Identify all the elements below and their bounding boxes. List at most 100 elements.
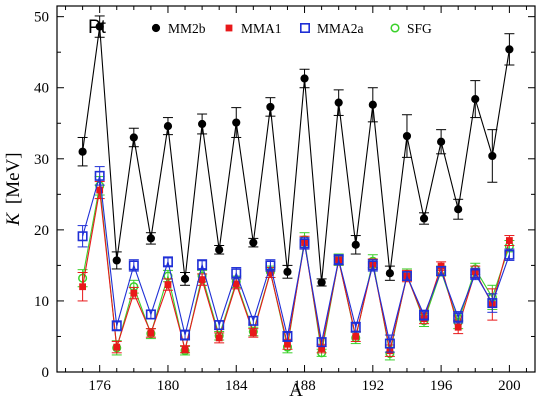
- data-point-mma2a: [436, 266, 447, 277]
- legend-item-mm2b: MM2b: [151, 21, 206, 36]
- data-point-mm2b: [334, 98, 343, 107]
- data-point-mma2a: [180, 330, 191, 341]
- data-point-mm2b: [283, 267, 292, 276]
- plot-frame: [56, 5, 536, 373]
- data-point-mma2a: [162, 256, 173, 267]
- legend-item-sfg: SFG: [390, 21, 432, 36]
- x-tick-label: 176: [88, 378, 111, 394]
- data-point-mma1: [164, 281, 172, 288]
- data-point-mm2b: [95, 22, 104, 31]
- data-point-mma1: [232, 280, 240, 288]
- data-point-mm2b: [437, 137, 446, 146]
- data-point-mm2b: [198, 119, 207, 129]
- data-point-mma2a: [214, 320, 225, 331]
- data-point-mma1: [352, 333, 360, 340]
- data-point-mma2a: [231, 268, 242, 279]
- series-sfg: [77, 176, 515, 361]
- element-label: Pt: [88, 17, 107, 38]
- data-point-mm2b: [180, 274, 190, 284]
- data-point-mma1: [79, 283, 87, 291]
- y-axis-label: K [MeV]: [3, 152, 24, 226]
- data-point-mma1: [454, 323, 462, 331]
- data-point-mm2b: [129, 133, 138, 142]
- data-point-mma2a: [248, 315, 259, 326]
- chart-marks: [77, 15, 515, 361]
- data-point-mm2b: [317, 278, 326, 287]
- legend: MM2b MMA1 MMA2a SFG: [151, 21, 432, 36]
- data-point-mm2b: [419, 214, 429, 223]
- data-point-mma2a: [197, 259, 208, 270]
- data-point-mma1: [318, 345, 326, 352]
- series-mma2a: [77, 166, 515, 353]
- data-point-mma1: [266, 269, 274, 276]
- y-tick-label: 0: [42, 365, 50, 381]
- y-tick-label: 10: [34, 294, 49, 310]
- data-point-mma2a: [504, 249, 515, 260]
- data-point-mm2b: [454, 205, 463, 214]
- data-point-mma1: [147, 329, 155, 337]
- data-point-mma2a: [299, 238, 310, 249]
- data-point-mm2b: [471, 94, 480, 104]
- legend-marker-sfg: [390, 23, 400, 33]
- data-point-mma2a: [77, 231, 88, 242]
- y-tick-label: 30: [34, 152, 49, 168]
- axes: 176 180 184 188 192 196 200 0 10 20 30 40 50: [34, 6, 535, 394]
- legend-item-mma1: MMA1: [225, 21, 282, 36]
- data-point-mm2b: [266, 102, 275, 112]
- data-point-mma2a: [384, 338, 395, 349]
- data-point-mma2a: [128, 260, 139, 271]
- legend-label-mm2b: MM2b: [168, 21, 206, 36]
- data-point-mma1: [249, 329, 257, 337]
- legend-item-mma2a: MMA2a: [299, 21, 364, 36]
- data-point-mma2a: [111, 320, 122, 331]
- data-point-mm2b: [368, 100, 377, 109]
- data-point-mma1: [181, 345, 189, 353]
- data-point-mma1: [130, 289, 138, 297]
- data-point-mm2b: [300, 74, 309, 83]
- series-mma1: [77, 181, 515, 357]
- x-tick-label: 184: [225, 378, 248, 394]
- data-point-mma1: [215, 334, 223, 342]
- x-tick-label: 188: [293, 378, 316, 394]
- legend-label-mma1: MMA1: [241, 21, 282, 36]
- data-point-mm2b: [351, 240, 360, 249]
- data-point-mm2b: [215, 245, 224, 254]
- legend-marker-mm2b: [151, 23, 161, 33]
- x-tick-label: 200: [498, 378, 521, 394]
- legend-label-mma2a: MMA2a: [317, 21, 364, 36]
- data-point-mma2a: [419, 310, 430, 321]
- data-point-mm2b: [402, 131, 412, 141]
- legend-marker-mma1: [225, 24, 233, 32]
- x-tick-label: 196: [430, 378, 453, 394]
- data-point-mma2a: [145, 309, 156, 320]
- data-point-mma1: [113, 343, 121, 351]
- data-point-mma2a: [350, 322, 361, 333]
- data-point-mma1: [96, 186, 104, 194]
- data-point-mma2a: [282, 331, 293, 342]
- y-tick-label: 40: [34, 81, 49, 97]
- data-point-mm2b: [505, 45, 514, 54]
- series-mm2b: [77, 15, 515, 287]
- data-point-mma2a: [401, 271, 412, 282]
- data-point-mma2a: [470, 268, 481, 279]
- series-line-mma2a: [82, 175, 510, 344]
- data-point-mma1: [505, 237, 513, 244]
- data-point-mma2a: [94, 170, 105, 181]
- data-point-mma2a: [487, 298, 498, 309]
- data-point-mm2b: [163, 122, 173, 131]
- legend-label-sfg: SFG: [407, 21, 432, 36]
- data-point-mm2b: [385, 269, 394, 278]
- data-point-mma2a: [453, 312, 464, 323]
- series-line-mm2b: [82, 26, 510, 283]
- x-tick-label: 180: [157, 378, 180, 394]
- data-point-mma2a: [265, 260, 276, 271]
- y-tick-label: 50: [34, 10, 49, 26]
- data-point-mm2b: [232, 118, 241, 127]
- y-axis-label-unit: [MeV]: [3, 152, 24, 204]
- data-point-mm2b: [78, 147, 87, 156]
- x-tick-label: 192: [362, 378, 385, 394]
- data-point-mm2b: [112, 256, 121, 265]
- data-point-mma1: [198, 276, 206, 284]
- x-axis-label: A: [289, 380, 303, 401]
